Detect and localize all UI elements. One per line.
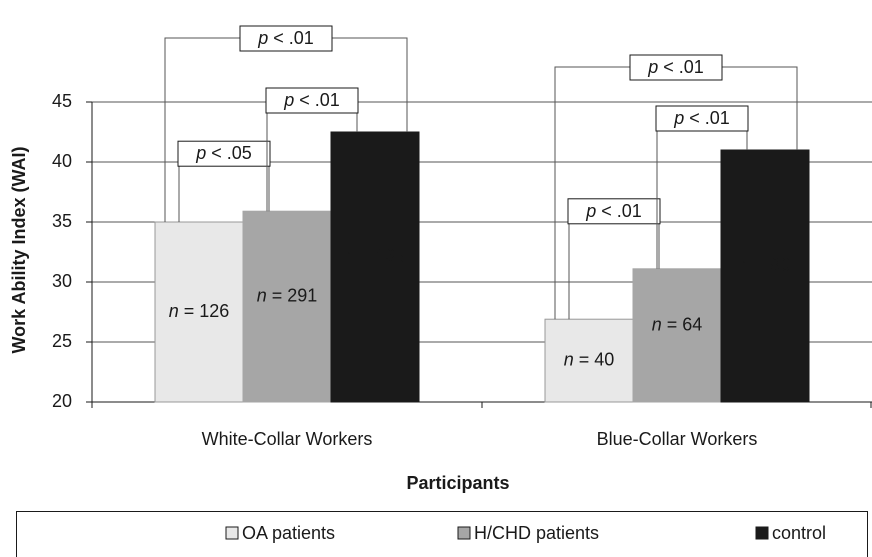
bar [242,210,332,403]
legend-label: control [772,523,826,543]
x-tick-label: White-Collar Workers [202,429,373,449]
significance-label: p < .05 [195,143,252,163]
bar-label: n = 90 [740,255,791,275]
bar [632,268,722,403]
legend-swatch [457,526,471,540]
bar [544,318,634,403]
x-tick-label: Blue-Collar Workers [597,429,758,449]
bar-label: n = 135 [345,246,406,266]
significance-label: p < .01 [257,28,314,48]
bar-label: n = 40 [564,349,615,369]
y-tick-label: 30 [52,271,72,291]
y-tick-label: 25 [52,331,72,351]
legend-swatch [225,526,239,540]
y-tick-label: 40 [52,151,72,171]
significance-box [567,198,661,225]
bar-label: n = 64 [652,314,703,334]
significance-box [265,87,359,114]
legend-label: H/CHD patients [474,523,599,543]
x-axis-title: Participants [406,473,509,493]
bar-label: n = 126 [169,301,230,321]
legend-label: OA patients [242,523,335,543]
legend-box [16,511,868,557]
legend-swatch [755,526,769,540]
y-axis-title: Work Ability Index (WAI) [9,146,29,353]
significance-label: p < .01 [673,108,730,128]
significance-label: p < .01 [283,90,340,110]
significance-box [629,54,723,81]
y-tick-label: 45 [52,91,72,111]
significance-box [177,140,271,167]
y-tick-label: 20 [52,391,72,411]
y-tick-label: 35 [52,211,72,231]
bar [330,131,420,403]
bar [154,221,244,403]
significance-label: p < .01 [585,201,642,221]
significance-box [239,25,333,52]
significance-box [655,105,749,132]
significance-label: p < .01 [647,57,704,77]
bar-label: n = 291 [257,285,318,305]
bar [720,149,810,403]
